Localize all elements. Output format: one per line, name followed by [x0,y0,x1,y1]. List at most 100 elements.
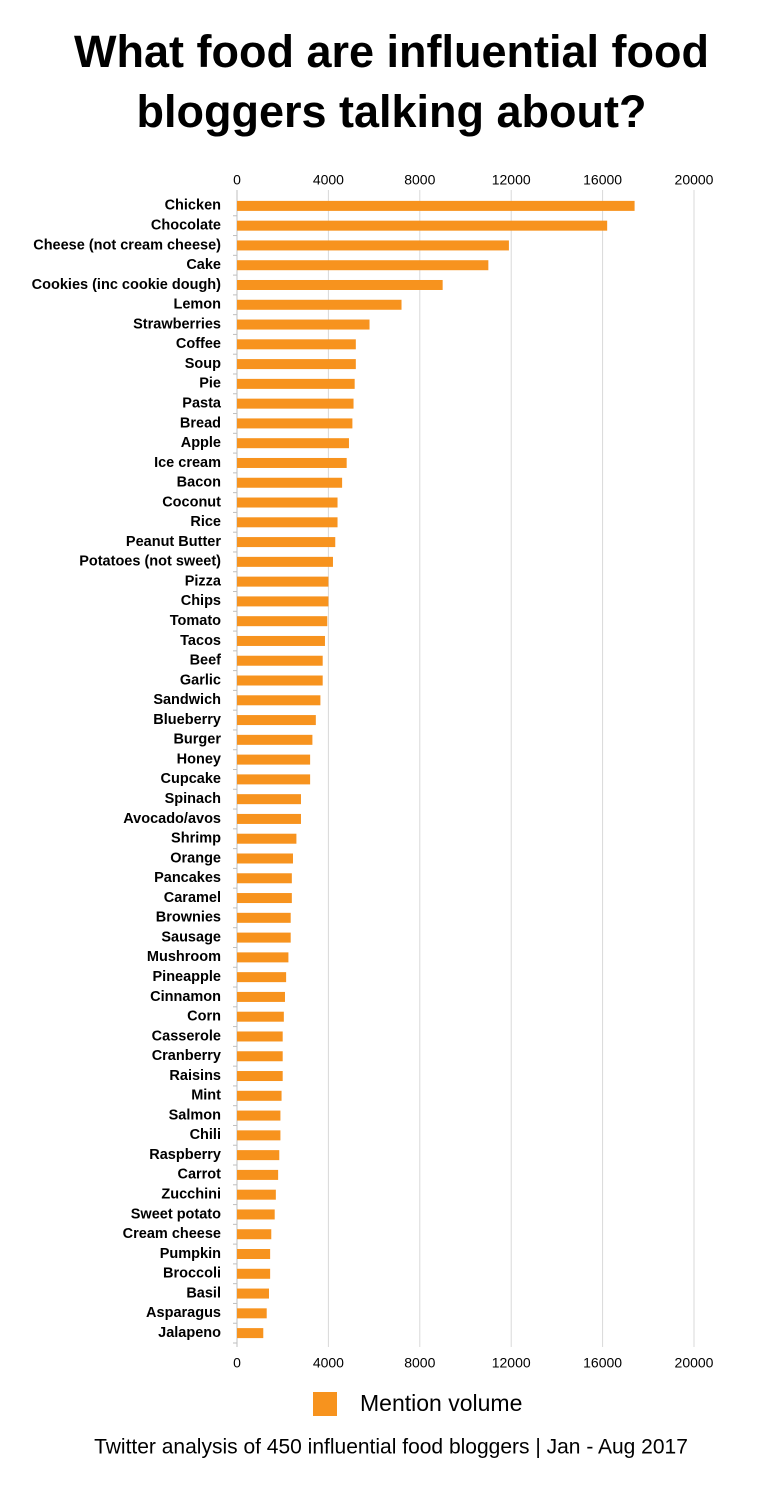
y-tick-label: Chili [190,1127,221,1143]
y-tick-label: Beef [190,653,222,669]
y-tick-label: Cookies (inc cookie dough) [32,277,221,293]
bar [237,1249,271,1260]
bar [237,398,354,409]
bar [237,1229,272,1240]
y-tick-label: Caramel [164,890,221,906]
bar [237,1031,283,1042]
bar [237,1150,280,1161]
bar [237,893,292,904]
y-tick-label: Orange [170,850,221,866]
bar [237,1169,279,1180]
bar [237,873,292,884]
x-tick-label: 12000 [492,172,531,188]
y-tick-label: Pancakes [154,870,221,886]
y-tick-label: Zucchini [161,1187,221,1203]
y-tick-label: Jalapeno [158,1325,221,1341]
bar [237,1110,281,1121]
bar [237,457,347,468]
bar [237,319,370,330]
x-tick-label: 16000 [583,1355,622,1371]
bar [237,378,355,389]
y-tick-label: Potatoes (not sweet) [79,554,221,570]
y-tick-label: Spinach [165,791,221,807]
bar [237,853,293,864]
y-tick-label: Tacos [180,633,221,649]
bar [237,220,608,231]
bar [237,1130,281,1141]
x-tick-label: 20000 [675,172,714,188]
y-tick-label: Sausage [161,929,221,945]
bar [237,1288,269,1299]
y-tick-label: Cranberry [152,1048,221,1064]
y-tick-label: Pumpkin [160,1246,221,1262]
bar [237,299,402,310]
bar [237,695,321,706]
bar [237,339,356,350]
y-tick-label: Rice [190,514,221,530]
y-tick-label: Ice cream [154,455,221,471]
x-tick-label: 0 [233,1355,241,1371]
y-tick-label: Avocado/avos [123,811,221,827]
y-tick-label: Pasta [182,395,222,411]
x-tick-label: 20000 [675,1355,714,1371]
bar [237,279,443,290]
y-tick-label: Coffee [176,336,221,352]
y-tick-label: Salmon [169,1107,221,1123]
x-tick-label: 16000 [583,172,622,188]
y-tick-label: Bacon [177,475,221,491]
y-tick-label: Pie [199,376,221,392]
bar [237,1090,282,1101]
bar [237,359,356,370]
bar [237,1011,284,1022]
bar [237,1189,276,1200]
x-tick-label: 4000 [313,1355,344,1371]
bar [237,774,311,785]
bar [237,477,343,488]
y-tick-label: Brownies [156,910,221,926]
bar [237,833,297,844]
y-tick-label: Corn [187,1009,221,1025]
y-tick-label: Apple [181,435,221,451]
y-tick-label: Cake [186,257,221,273]
chart-title: What food are influential food bloggers … [74,26,709,137]
bar [237,734,313,745]
y-tick-label: Cinnamon [150,989,221,1005]
bar [237,200,635,211]
y-tick-label: Lemon [173,297,221,313]
y-tick-label: Chicken [165,198,221,214]
footnote: Twitter analysis of 450 influential food… [94,1436,688,1459]
y-tick-label: Pizza [185,573,222,589]
x-tick-label: 4000 [313,172,344,188]
y-tick-label: Asparagus [146,1305,221,1321]
bar [237,932,291,943]
y-tick-label: Broccoli [163,1266,221,1282]
y-tick-label: Raspberry [149,1147,221,1163]
bar [237,655,323,666]
legend-label: Mention volume [360,1390,522,1416]
bar [237,991,285,1002]
y-tick-label: Pineapple [153,969,222,985]
bar [237,556,333,567]
y-tick-label: Mushroom [147,949,221,965]
y-tick-label: Coconut [162,494,221,510]
y-tick-label: Chips [181,593,221,609]
bar [237,635,325,646]
y-tick-label: Burger [173,732,221,748]
y-tick-label: Blueberry [153,712,221,728]
y-tick-label: Honey [177,751,221,767]
bar [237,497,338,508]
bar [237,1268,271,1279]
y-tick-label: Shrimp [171,831,221,847]
bar [237,537,336,548]
bar [237,576,329,587]
bar [237,1209,275,1220]
bar [237,418,353,429]
bar [237,260,489,271]
y-tick-label: Casserole [152,1028,221,1044]
bar [237,438,349,449]
bar [237,240,509,251]
y-tick-label: Tomato [170,613,221,629]
y-tick-label: Sandwich [153,692,221,708]
